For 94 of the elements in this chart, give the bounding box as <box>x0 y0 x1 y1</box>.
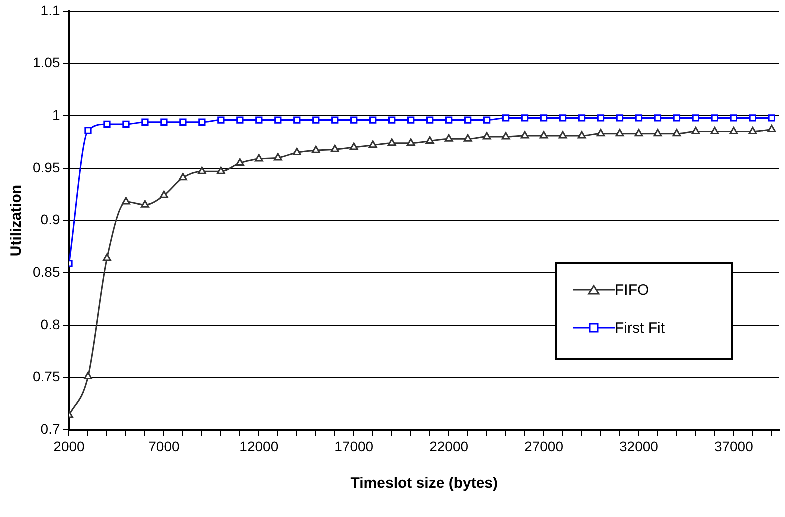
point <box>198 118 206 126</box>
point <box>768 114 776 122</box>
point <box>710 127 720 135</box>
point <box>692 127 700 135</box>
point <box>672 129 682 137</box>
point <box>502 132 510 140</box>
point <box>730 127 738 135</box>
point <box>730 114 738 122</box>
point <box>483 116 491 124</box>
point <box>312 146 320 154</box>
x-tick-label: 37000 <box>714 438 754 454</box>
legend-label: FIFO <box>615 282 650 298</box>
point <box>692 114 700 122</box>
point <box>236 116 244 124</box>
point <box>654 129 662 137</box>
point <box>160 190 168 198</box>
point <box>312 116 320 124</box>
point <box>502 114 510 122</box>
point <box>180 118 187 126</box>
y-tick-label: 0.95 <box>33 159 60 176</box>
point <box>464 134 472 142</box>
y-tick-label: 1.05 <box>33 54 60 71</box>
x-tick-label: 2000 <box>54 438 86 454</box>
y-tick-label: 0.9 <box>40 212 60 228</box>
point <box>254 154 264 162</box>
y-axis-title: Utilization <box>8 184 26 257</box>
point <box>294 116 301 124</box>
point <box>616 114 624 122</box>
point <box>597 114 605 122</box>
point <box>711 114 719 122</box>
point <box>370 116 377 124</box>
y-tick-label: 0.8 <box>40 316 60 332</box>
point <box>388 138 396 146</box>
x-tick-label: 17000 <box>334 438 374 454</box>
point <box>330 144 340 152</box>
y-tick-label: 0.7 <box>40 421 60 438</box>
point <box>122 197 130 205</box>
point <box>559 114 567 122</box>
x-tick-label: 22000 <box>430 438 469 454</box>
point <box>103 254 112 262</box>
point <box>236 158 244 166</box>
x-tick-label: 27000 <box>524 438 564 454</box>
point <box>654 114 662 122</box>
point <box>768 124 776 132</box>
point <box>540 131 548 139</box>
point <box>104 120 111 128</box>
y-tick-label: 0.75 <box>33 368 60 385</box>
point <box>216 166 226 174</box>
y-tick-label: 1 <box>52 106 60 123</box>
point <box>540 114 548 122</box>
point <box>368 140 378 148</box>
point <box>748 127 758 135</box>
point <box>578 131 586 139</box>
point <box>596 129 606 137</box>
point <box>218 116 225 124</box>
point <box>274 153 282 161</box>
x-tick-label: 7000 <box>148 438 180 454</box>
point <box>521 114 529 122</box>
point <box>520 131 530 139</box>
x-axis-title: Timeslot size (bytes) <box>350 475 498 492</box>
point <box>388 116 396 124</box>
point <box>350 116 358 124</box>
point <box>142 118 149 126</box>
point <box>482 132 492 140</box>
x-tick-label: 12000 <box>240 438 279 454</box>
y-tick-label: 1.1 <box>40 2 60 18</box>
point <box>292 148 302 156</box>
point <box>426 116 434 124</box>
point <box>445 116 453 124</box>
point <box>350 142 358 150</box>
point <box>122 120 130 128</box>
point <box>140 200 150 208</box>
x-tick-label: 32000 <box>620 438 659 454</box>
point <box>256 116 263 124</box>
point <box>749 114 756 122</box>
point <box>673 114 681 122</box>
point <box>635 114 643 122</box>
point <box>84 127 92 134</box>
point <box>634 129 644 137</box>
legend-label: First Fit <box>615 320 665 336</box>
point <box>198 166 206 174</box>
point <box>558 131 568 139</box>
point <box>160 118 168 126</box>
point <box>426 136 434 144</box>
point <box>178 173 188 181</box>
point <box>274 116 282 124</box>
y-tick-label: 0.85 <box>33 264 60 280</box>
point <box>464 116 472 124</box>
point <box>406 138 416 146</box>
point <box>578 114 586 122</box>
point <box>332 116 339 124</box>
point <box>408 116 415 124</box>
point <box>444 134 454 142</box>
point <box>616 129 624 137</box>
